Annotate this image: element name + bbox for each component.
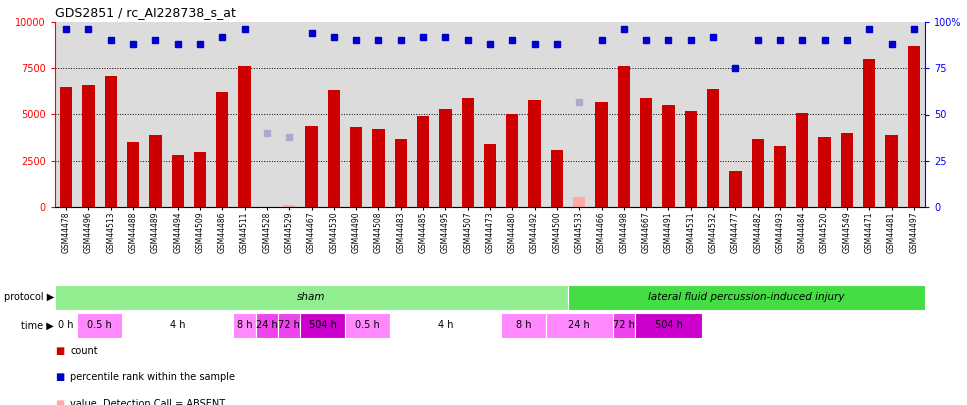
Text: 0.5 h: 0.5 h [355, 320, 380, 330]
Text: ■: ■ [55, 373, 64, 382]
Bar [171, 155, 184, 207]
Bar [908, 46, 920, 207]
Bar [283, 205, 295, 207]
Text: 4 h: 4 h [170, 320, 186, 330]
Bar [350, 126, 363, 207]
Bar [55, 285, 568, 310]
Bar [301, 313, 345, 338]
Bar [545, 313, 613, 338]
Text: 72 h: 72 h [613, 320, 634, 330]
Bar [751, 139, 764, 207]
Bar [390, 313, 501, 338]
Bar [255, 313, 278, 338]
Bar [640, 98, 653, 207]
Bar [278, 313, 301, 338]
Bar [573, 197, 585, 207]
Text: lateral fluid percussion-induced injury: lateral fluid percussion-induced injury [648, 292, 845, 303]
Bar [551, 150, 563, 207]
Bar [618, 66, 630, 207]
Bar [729, 171, 742, 207]
Bar [217, 92, 228, 207]
Text: 0.5 h: 0.5 h [87, 320, 112, 330]
Bar [613, 313, 635, 338]
Bar [461, 98, 474, 207]
Text: percentile rank within the sample: percentile rank within the sample [71, 373, 236, 382]
Bar [596, 102, 607, 207]
Bar [193, 152, 206, 207]
Text: 504 h: 504 h [308, 320, 337, 330]
Bar [635, 313, 702, 338]
Text: value, Detection Call = ABSENT: value, Detection Call = ABSENT [71, 399, 225, 405]
Bar [886, 135, 897, 207]
Bar [484, 144, 496, 207]
Text: time ▶: time ▶ [21, 320, 54, 330]
Text: count: count [71, 346, 98, 356]
Bar [501, 313, 545, 338]
Bar [82, 85, 95, 207]
Bar [840, 133, 853, 207]
Bar [568, 285, 925, 310]
Bar [685, 111, 697, 207]
Bar [818, 137, 831, 207]
Bar [796, 113, 808, 207]
Bar [122, 313, 233, 338]
Text: ■: ■ [55, 399, 64, 405]
Bar [306, 126, 318, 207]
Bar [77, 313, 122, 338]
Bar [864, 59, 875, 207]
Bar [55, 313, 77, 338]
Bar [372, 129, 385, 207]
Bar [127, 142, 139, 207]
Bar [707, 89, 719, 207]
Bar [104, 76, 117, 207]
Text: 8 h: 8 h [515, 320, 531, 330]
Bar [328, 90, 340, 207]
Text: protocol ▶: protocol ▶ [4, 292, 54, 303]
Bar [439, 109, 452, 207]
Bar [529, 100, 541, 207]
Bar [345, 313, 390, 338]
Text: sham: sham [297, 292, 326, 303]
Text: 504 h: 504 h [655, 320, 683, 330]
Bar [233, 313, 255, 338]
Text: 4 h: 4 h [438, 320, 454, 330]
Bar [60, 87, 73, 207]
Text: 72 h: 72 h [278, 320, 300, 330]
Text: 24 h: 24 h [569, 320, 590, 330]
Text: 8 h: 8 h [237, 320, 252, 330]
Bar [395, 139, 407, 207]
Text: 24 h: 24 h [256, 320, 278, 330]
Bar [506, 115, 518, 207]
Bar [417, 116, 429, 207]
Bar [239, 66, 250, 207]
Text: GDS2851 / rc_AI228738_s_at: GDS2851 / rc_AI228738_s_at [55, 6, 236, 19]
Bar [149, 135, 161, 207]
Text: ■: ■ [55, 346, 64, 356]
Text: 0 h: 0 h [58, 320, 73, 330]
Bar [774, 146, 786, 207]
Bar [662, 105, 675, 207]
